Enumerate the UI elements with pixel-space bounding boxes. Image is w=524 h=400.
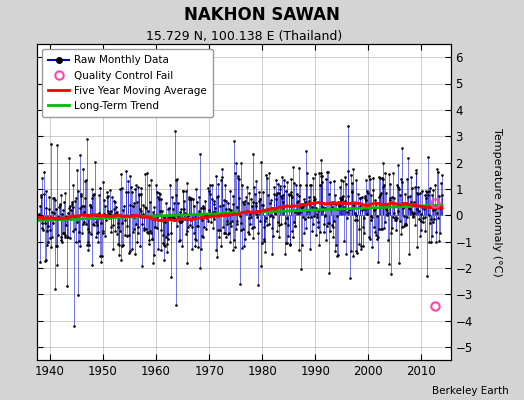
Legend: Raw Monthly Data, Quality Control Fail, Five Year Moving Average, Long-Term Tren: Raw Monthly Data, Quality Control Fail, … xyxy=(42,49,213,117)
Text: NAKHON SAWAN: NAKHON SAWAN xyxy=(184,6,340,24)
Text: Berkeley Earth: Berkeley Earth xyxy=(432,386,508,396)
Title: 15.729 N, 100.138 E (Thailand): 15.729 N, 100.138 E (Thailand) xyxy=(146,30,342,43)
Y-axis label: Temperature Anomaly (°C): Temperature Anomaly (°C) xyxy=(493,128,503,276)
